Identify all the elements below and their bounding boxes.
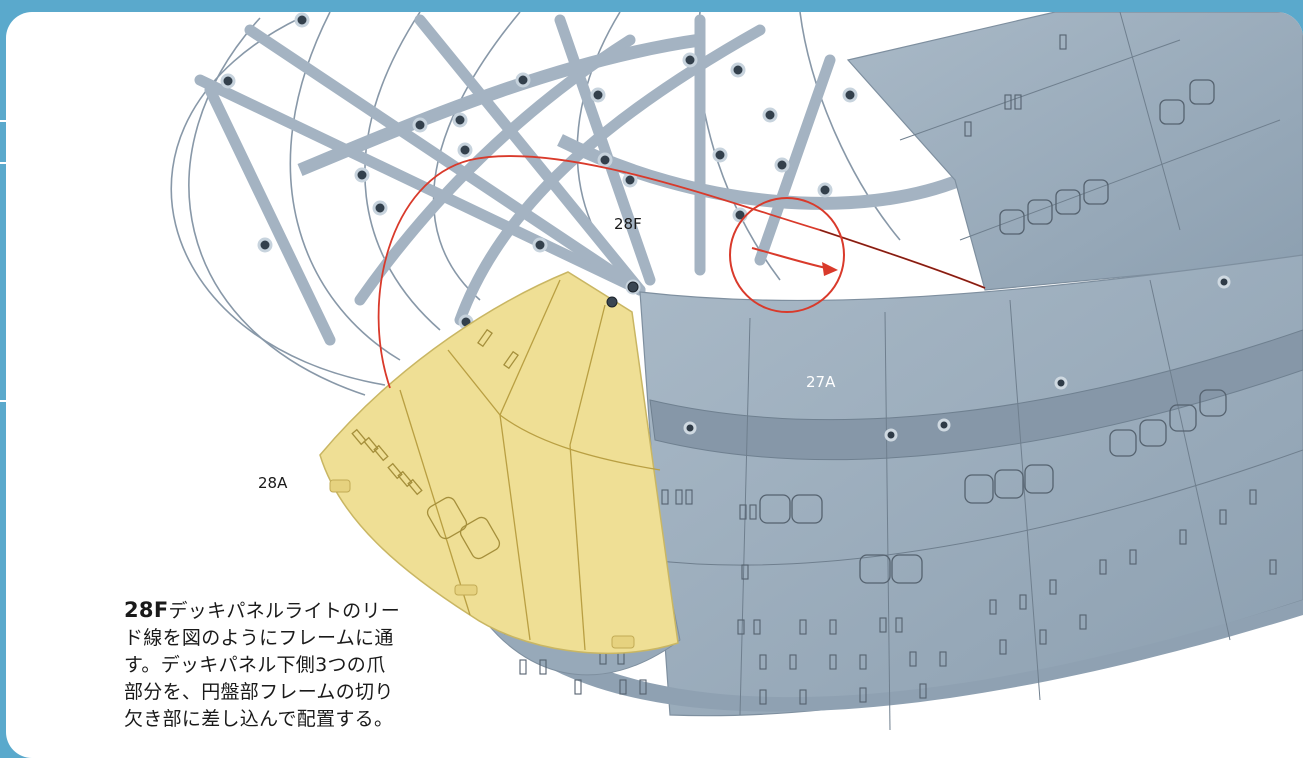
highlight-circle [729, 197, 845, 313]
highlighted-panel-tabs [329, 479, 635, 649]
screw-heads [606, 281, 639, 308]
caption-text: デッキパネルライトのリード線を図のようにフレームに通す。デッキパネル下側3つの爪… [124, 600, 401, 730]
page-edge-mark [0, 400, 6, 402]
frame-spokes [194, 14, 836, 346]
deck-small-slots [661, 34, 1277, 705]
highlighted-panel-seams [399, 279, 661, 651]
caption-part-number: 28F [124, 598, 169, 622]
frame-ring [297, 33, 963, 210]
instruction-panel: 28F 27A 28A 28Fデッキパネルライトのリード線を図のようにフレームに… [6, 12, 1303, 758]
upper-deck-panel [846, 12, 1303, 291]
highlighted-panel-28a [319, 271, 679, 655]
instruction-caption: 28Fデッキパネルライトのリード線を図のようにフレームに通す。デッキパネル下側3… [124, 597, 404, 733]
label-28f: 28F [614, 215, 642, 233]
deck-window-cutouts [759, 79, 1227, 584]
lower-deck-gray [639, 254, 1303, 717]
assembly-illustration [170, 12, 1303, 731]
upper-panel-seams [899, 12, 1281, 241]
label-27a: 27A [806, 373, 836, 391]
highlighted-panel-windows [351, 328, 519, 560]
direction-arrowhead [822, 262, 838, 276]
label-28a: 28A [258, 474, 288, 492]
deck-seams [649, 279, 1303, 731]
deck-ring-holes [683, 275, 1231, 442]
deck-inner-ring [649, 329, 1303, 461]
page-edge-mark [0, 120, 6, 122]
page-edge-mark [0, 162, 6, 164]
direction-arrow [751, 247, 827, 269]
